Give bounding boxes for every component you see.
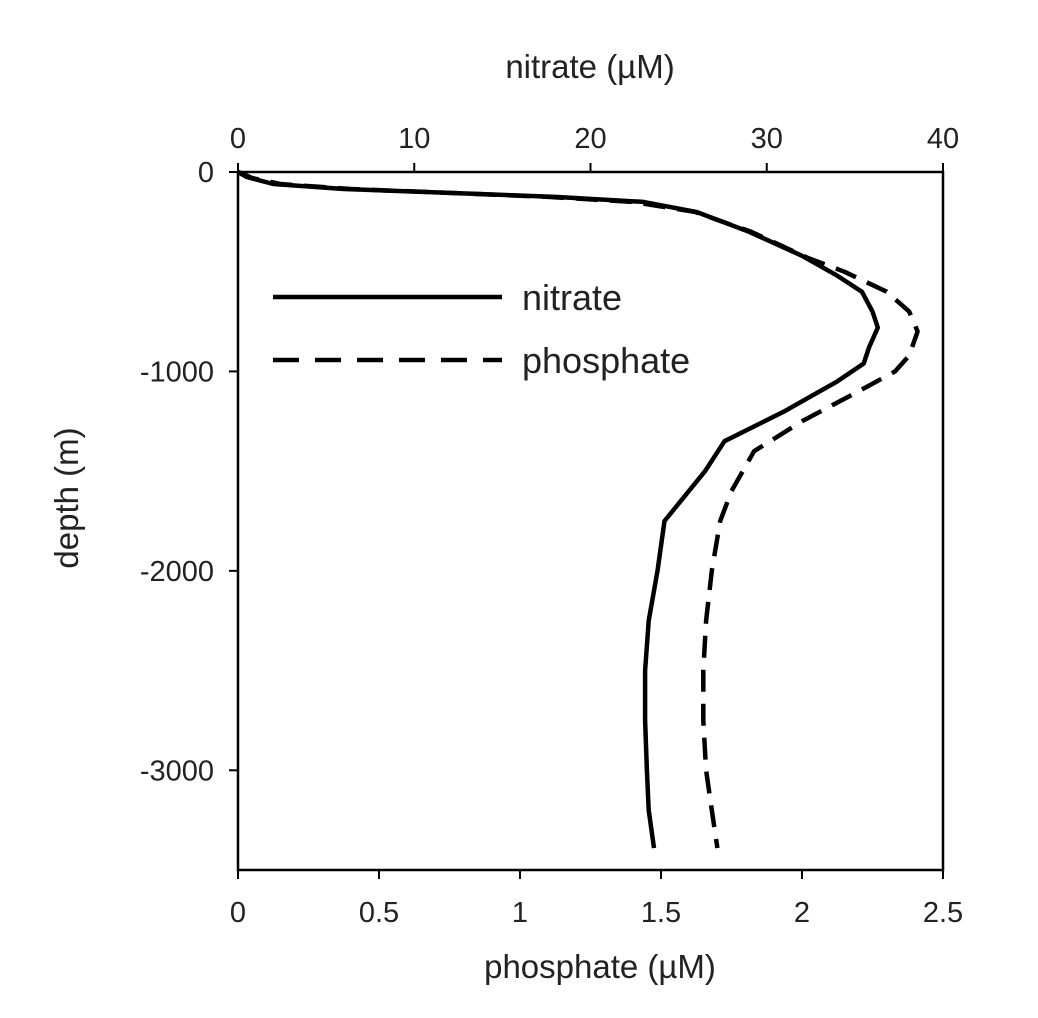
left-axis-ticks: 0 -1000 -2000 -3000 xyxy=(140,157,238,787)
top-tick-label: 10 xyxy=(398,123,430,155)
bottom-tick-label: 0 xyxy=(230,897,246,929)
bottom-tick-label: 1.5 xyxy=(641,897,681,929)
top-tick-label: 40 xyxy=(927,123,959,155)
bottom-tick-label: 2.5 xyxy=(923,897,963,929)
left-tick-label: 0 xyxy=(198,157,214,189)
top-axis-title: nitrate (µM) xyxy=(505,48,674,85)
bottom-axis-title: phosphate (µM) xyxy=(484,948,716,985)
left-tick-label: -1000 xyxy=(140,356,214,388)
legend-phosphate-label: phosphate xyxy=(522,340,690,381)
top-tick-label: 30 xyxy=(751,123,783,155)
series-lines xyxy=(236,169,920,849)
bottom-axis-ticks: 0 0.5 1 1.5 2 2.5 xyxy=(230,870,963,929)
top-tick-label: 0 xyxy=(230,123,246,155)
legend: nitrate phosphate xyxy=(273,277,690,381)
top-axis-ticks: 0 10 20 30 40 xyxy=(230,123,959,172)
left-tick-label: -2000 xyxy=(140,556,214,588)
series-line-nitrate xyxy=(236,170,881,849)
series-line-phosphate xyxy=(237,169,920,849)
left-tick-label: -3000 xyxy=(140,755,214,787)
y-axis-title: depth (m) xyxy=(48,427,85,568)
bottom-tick-label: 1 xyxy=(512,897,528,929)
top-tick-label: 20 xyxy=(574,123,606,155)
bottom-tick-label: 0.5 xyxy=(359,897,399,929)
legend-nitrate-label: nitrate xyxy=(522,277,622,318)
bottom-tick-label: 2 xyxy=(794,897,810,929)
